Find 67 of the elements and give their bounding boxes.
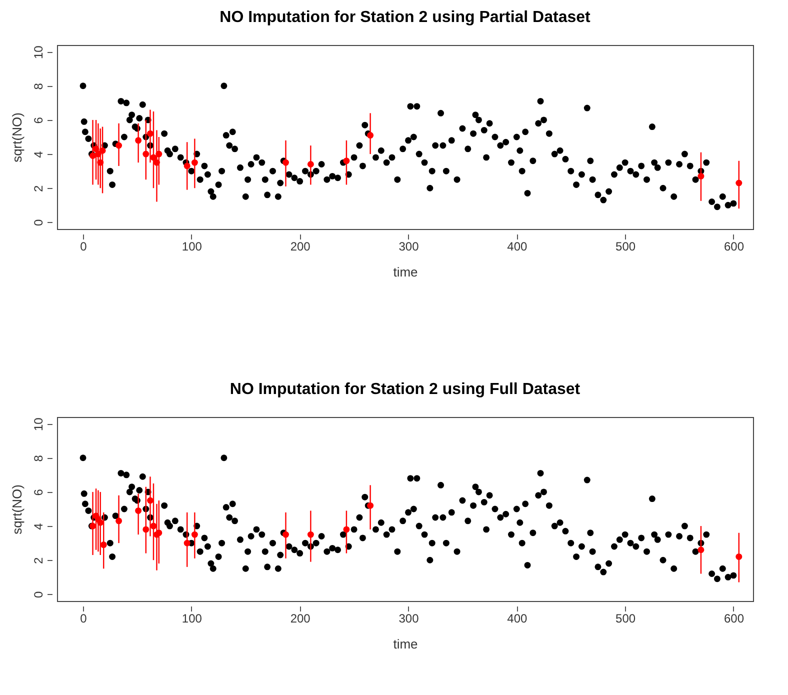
point: [156, 530, 162, 536]
point: [99, 147, 106, 154]
point: [142, 526, 150, 533]
y-tick-label: 10: [32, 45, 46, 59]
point: [184, 540, 190, 546]
point: [282, 159, 289, 166]
point: [94, 150, 102, 158]
point: [97, 519, 104, 526]
point: [142, 150, 150, 158]
x-tick-label: 500: [616, 240, 636, 254]
x-tick-label: 200: [290, 612, 311, 626]
point: [116, 518, 122, 524]
y-tick-label: 4: [32, 150, 46, 158]
x-axis-title: time: [393, 636, 418, 652]
point: [150, 522, 157, 530]
point: [191, 531, 198, 538]
x-tick-label: 300: [398, 240, 420, 254]
point: [736, 180, 742, 186]
point: [100, 542, 107, 548]
x-tick-label: 400: [507, 240, 528, 254]
chart-title: NO Imputation for Station 2 using Full Dataset: [230, 381, 581, 398]
x-tick-label: 400: [507, 612, 528, 626]
x-tick-label: 500: [616, 612, 636, 626]
y-tick-label: 8: [32, 454, 46, 462]
point: [367, 502, 374, 509]
x-tick-label: 600: [724, 240, 744, 254]
point: [97, 159, 104, 166]
x-tick-label: 300: [398, 612, 420, 626]
point: [736, 553, 742, 560]
point: [150, 154, 157, 161]
point: [116, 142, 122, 149]
y-tick-label: 2: [32, 184, 46, 192]
point: [135, 137, 142, 144]
point: [343, 158, 350, 164]
y-tick-label: 6: [32, 116, 46, 124]
y-tick-label: 4: [32, 522, 46, 530]
point: [154, 159, 160, 166]
x-tick-label: 200: [290, 240, 311, 254]
point: [343, 526, 350, 533]
y-tick-label: 10: [32, 417, 46, 431]
x-tick-label: 0: [80, 612, 88, 626]
y-tick-label: 8: [32, 82, 46, 90]
x-tick-label: 100: [182, 240, 202, 254]
y-tick-label: 0: [32, 219, 46, 226]
point: [307, 161, 314, 168]
y-tick-label: 0: [32, 591, 46, 598]
point: [282, 531, 289, 538]
x-tick-label: 0: [80, 240, 88, 254]
point: [146, 130, 154, 137]
point: [367, 132, 374, 139]
point: [184, 162, 190, 170]
y-axis-title: sqrt(NO): [10, 484, 24, 534]
y-tick-label: 6: [32, 488, 46, 496]
y-tick-label: 2: [32, 556, 46, 564]
point: [135, 507, 142, 514]
x-tick-label: 100: [182, 612, 202, 626]
y-axis-title: sqrt(NO): [10, 112, 24, 162]
chart-title: NO Imputation for Station 2 using Partial Dataset: [220, 9, 592, 26]
point: [698, 172, 704, 180]
point: [92, 146, 100, 152]
point: [307, 531, 314, 538]
x-tick-label: 600: [724, 612, 744, 626]
point: [146, 497, 154, 504]
x-axis-title: time: [393, 264, 418, 280]
point: [156, 150, 162, 158]
point: [191, 159, 198, 166]
point: [698, 546, 704, 554]
